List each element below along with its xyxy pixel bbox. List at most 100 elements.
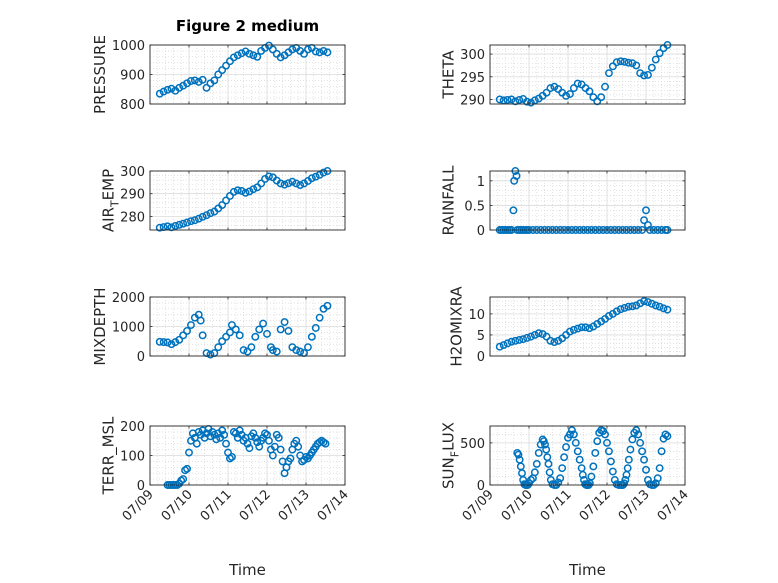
data-point [229, 187, 238, 196]
data-point [257, 179, 266, 188]
data-point [194, 77, 203, 86]
data-point [620, 304, 629, 312]
data-point [163, 338, 172, 347]
data-point [651, 55, 660, 64]
data-point [647, 63, 656, 72]
data-point [235, 426, 244, 435]
data-point [226, 192, 234, 200]
data-point [249, 51, 258, 60]
data-point [527, 98, 535, 107]
data-point [507, 337, 516, 346]
data-point [527, 475, 535, 484]
data-point [542, 445, 551, 454]
data-point [276, 179, 285, 188]
data-point [163, 85, 172, 94]
y-tick-label: 1 [477, 175, 485, 190]
data-point [562, 91, 570, 100]
data-point [581, 323, 590, 332]
data-point [245, 187, 254, 196]
data-point [523, 97, 531, 106]
data-point [628, 59, 637, 68]
data-point [511, 97, 520, 106]
data-point [190, 216, 199, 225]
data-point [227, 321, 236, 329]
data-point [566, 90, 574, 98]
y-tick-label: 10 [468, 308, 485, 323]
data-point [187, 321, 195, 329]
data-point [300, 49, 308, 58]
data-point [155, 89, 164, 98]
data-point [550, 338, 559, 347]
data-point [245, 49, 254, 58]
data-point [620, 57, 629, 66]
axes-box [489, 425, 686, 486]
data-point [545, 468, 554, 477]
data-point [307, 174, 316, 183]
data-point [644, 475, 652, 484]
data-point [605, 447, 613, 456]
data-point [655, 302, 664, 311]
data-point [556, 474, 565, 483]
data-point [587, 472, 596, 481]
data-point [243, 439, 252, 448]
data-point [235, 331, 244, 340]
data-point [534, 329, 543, 338]
data-point [270, 442, 279, 451]
y-tick-label: 300 [120, 165, 145, 180]
data-point [319, 46, 328, 55]
data-point [249, 429, 258, 438]
y-tick-label: 300 [460, 48, 485, 63]
data-point [155, 223, 164, 232]
data-point [245, 444, 254, 453]
data-point [663, 305, 672, 314]
data-point [218, 426, 227, 435]
data-point [247, 343, 256, 352]
data-point [179, 331, 188, 340]
data-point [311, 47, 320, 56]
axes-background [490, 426, 685, 485]
data-point [218, 337, 227, 346]
data-point [315, 170, 324, 179]
data-point [222, 196, 231, 205]
data-point [601, 430, 609, 439]
data-point [527, 332, 535, 341]
data-point [265, 172, 273, 181]
data-point [218, 66, 227, 75]
axes-box [489, 296, 686, 357]
data-point [237, 49, 246, 58]
data-point [503, 339, 512, 348]
data-point [575, 455, 584, 464]
data-point [628, 435, 637, 444]
ylabel-7: TERR_MSL [99, 416, 118, 495]
data-point [663, 432, 672, 441]
data-point [503, 95, 512, 104]
y-tick-label: 1000 [112, 321, 145, 336]
y-tick-label: 800 [120, 98, 145, 113]
data-point [171, 221, 180, 230]
ylabel-3: AIRTEMP [99, 169, 121, 232]
data-point [323, 48, 332, 57]
x-axis-label: Time [228, 561, 266, 579]
ylabel-4: RAINFALL [439, 165, 457, 236]
y-tick-label: 0 [477, 479, 485, 494]
data-point [642, 206, 650, 215]
data-point [640, 297, 648, 306]
data-point [616, 57, 625, 66]
data-point [566, 430, 574, 439]
data-point [194, 214, 203, 223]
data-point [214, 70, 223, 79]
x-tick-label: 07/10 [159, 487, 196, 524]
data-point [546, 336, 555, 345]
data-point [192, 439, 201, 448]
axes-box [149, 170, 346, 231]
data-point [253, 438, 262, 447]
data-point [499, 341, 508, 349]
data-point [198, 331, 207, 340]
data-point [296, 181, 305, 190]
data-point [226, 328, 234, 337]
x-tick-label: 07/14 [315, 487, 352, 524]
data-point [515, 95, 524, 104]
data-point [612, 307, 621, 316]
